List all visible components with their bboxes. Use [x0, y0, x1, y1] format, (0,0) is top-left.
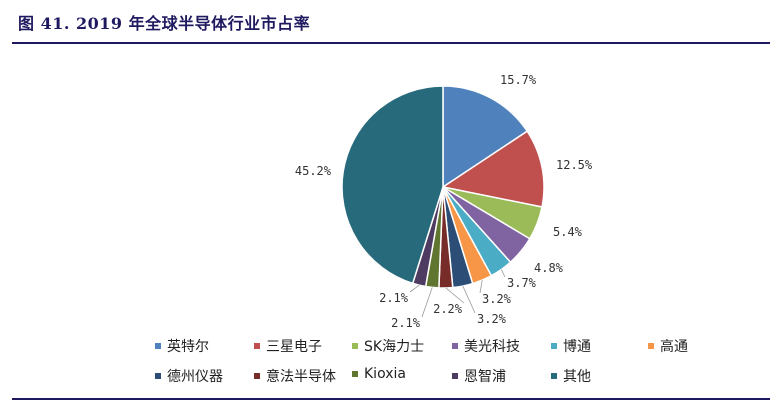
legend-swatch — [551, 373, 557, 379]
legend-swatch — [352, 371, 358, 377]
leader-line-8 — [421, 287, 433, 318]
legend-item: SK海力士 — [352, 336, 424, 356]
legend-item: Kioxia — [352, 366, 406, 382]
legend-item: 高通 — [648, 336, 688, 356]
leader-line-5 — [479, 280, 483, 294]
legend-item: 英特尔 — [155, 336, 209, 356]
data-label-3: 4.8% — [534, 261, 564, 275]
data-label-5: 3.2% — [482, 292, 512, 306]
legend-item: 美光科技 — [452, 336, 520, 356]
legend-swatch — [254, 373, 260, 379]
data-label-4: 3.7% — [507, 276, 537, 290]
pie-slice-1 — [441, 130, 545, 208]
legend-label: 三星电子 — [266, 339, 322, 355]
leader-lines — [409, 269, 506, 318]
legend-swatch — [452, 343, 458, 349]
legend-swatch — [155, 373, 161, 379]
legend-item: 德州仪器 — [155, 366, 223, 386]
pie-slice-0 — [442, 85, 529, 189]
chart-title: 图 41. 2019 年全球半导体行业市占率 — [18, 14, 311, 33]
title-divider — [12, 42, 770, 44]
data-label-9: 2.1% — [379, 291, 409, 305]
legend-label: 恩智浦 — [464, 369, 506, 385]
bottom-divider — [12, 398, 770, 400]
legend-swatch — [648, 343, 654, 349]
pie-slices — [341, 85, 545, 289]
legend-label: 博通 — [563, 339, 591, 355]
data-label-2: 5.4% — [553, 225, 583, 239]
legend-item: 三星电子 — [254, 336, 322, 356]
legend-label: SK海力士 — [364, 339, 425, 355]
leader-line-9 — [409, 284, 420, 293]
legend-label: 美光科技 — [464, 339, 520, 355]
leader-line-7 — [445, 287, 465, 304]
legend-label: Kioxia — [364, 366, 406, 382]
leader-line-4 — [500, 269, 506, 278]
legend-item: 博通 — [551, 336, 591, 356]
legend-label: 德州仪器 — [167, 369, 223, 385]
data-label-1: 12.5% — [556, 158, 593, 172]
leader-line-6 — [462, 285, 476, 314]
data-label-6: 3.2% — [477, 312, 507, 326]
legend-label: 意法半导体 — [266, 369, 336, 385]
legend-swatch — [254, 343, 260, 349]
legend-swatch — [551, 343, 557, 349]
pie-slice-10 — [341, 85, 444, 285]
legend-label: 高通 — [660, 339, 688, 355]
legend-item: 其他 — [551, 366, 591, 386]
data-label-8: 2.1% — [391, 316, 421, 330]
data-label-0: 15.7% — [500, 73, 537, 87]
legend-swatch — [452, 373, 458, 379]
legend-label: 其他 — [563, 369, 591, 385]
data-label-7: 2.2% — [433, 302, 463, 316]
data-label-10: 45.2% — [295, 164, 332, 178]
data-labels: 15.7% 12.5% 5.4% 4.8%3.7% 3.2% 3.2% 2.2% 2.1% 2.… — [295, 73, 593, 330]
legend-label: 英特尔 — [167, 339, 209, 355]
legend-item: 意法半导体 — [254, 366, 336, 386]
legend-swatch — [352, 343, 358, 349]
legend-swatch — [155, 343, 161, 349]
legend-item: 恩智浦 — [452, 366, 506, 386]
